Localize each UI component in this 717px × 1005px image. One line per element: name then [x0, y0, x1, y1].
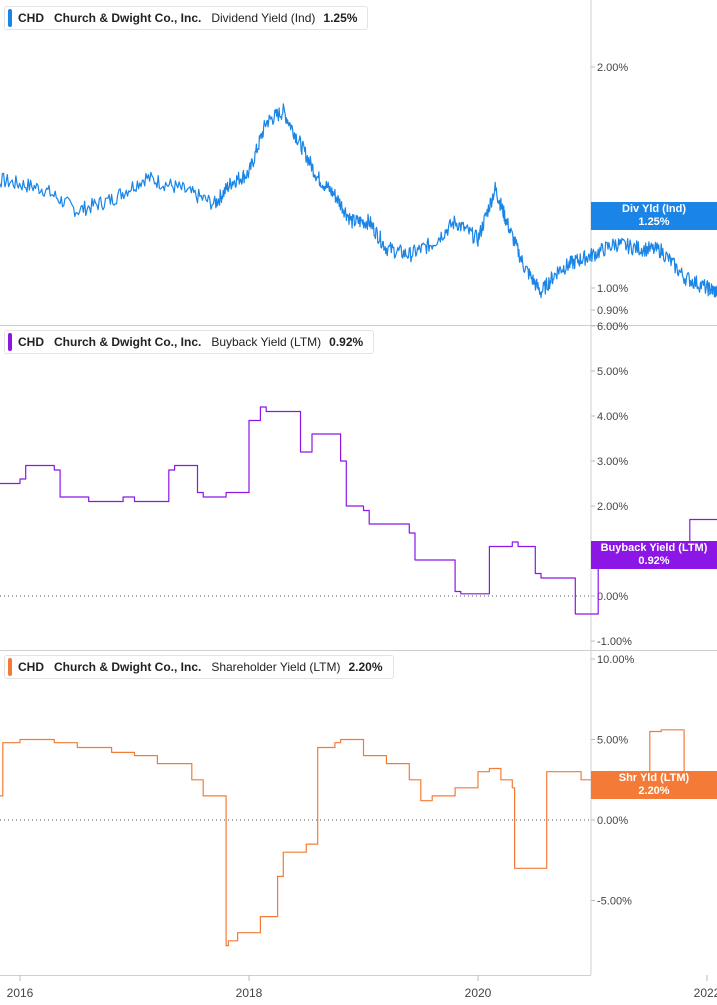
legend-value: 1.25%	[323, 11, 358, 25]
legend-company: Church & Dwight Co., Inc.	[54, 11, 202, 25]
y-tick-label: 0.90%	[597, 305, 628, 317]
flag-value: 1.25%	[638, 216, 670, 228]
y-tick-label: 0.00%	[597, 591, 628, 603]
flag-label: Buyback Yield (LTM)	[600, 542, 708, 554]
y-tick-label: 2.00%	[597, 501, 628, 513]
y-tick-label: 0.00%	[597, 815, 628, 827]
series-color-marker	[8, 9, 12, 27]
legend-dividend-yield[interactable]: CHD Church & Dwight Co., Inc. Dividend Y…	[4, 6, 369, 30]
x-tick-label: 2022	[694, 986, 717, 1000]
series-color-marker	[8, 333, 12, 351]
series-line-3	[0, 729, 717, 947]
flag-label: Div Yld (Ind)	[622, 203, 686, 215]
current-value-flag-shareholder: Shr Yld (LTM) 2.20%	[591, 771, 717, 799]
series-line-2	[0, 406, 717, 615]
series-line-1	[0, 103, 717, 299]
legend-buyback-yield[interactable]: CHD Church & Dwight Co., Inc. Buyback Yi…	[4, 330, 375, 354]
x-tick-label: 2016	[7, 986, 34, 1000]
legend-metric: Shareholder Yield (LTM)	[211, 660, 341, 674]
flag-value: 2.20%	[638, 785, 670, 797]
legend-company: Church & Dwight Co., Inc.	[54, 660, 202, 674]
current-value-flag-buyback: Buyback Yield (LTM) 0.92%	[591, 541, 717, 569]
legend-ticker: CHD	[18, 11, 44, 25]
y-tick-label: 3.00%	[597, 456, 628, 468]
x-tick-label: 2020	[465, 986, 492, 1000]
y-tick-label: 4.00%	[597, 411, 628, 423]
y-tick-label: 10.00%	[597, 654, 635, 666]
series-color-marker	[8, 658, 12, 676]
flag-label: Shr Yld (LTM)	[618, 772, 690, 784]
y-tick-label: -5.00%	[597, 896, 632, 908]
legend-ticker: CHD	[18, 335, 44, 349]
flag-value: 0.92%	[638, 555, 670, 567]
legend-ticker: CHD	[18, 660, 44, 674]
legend-value: 0.92%	[329, 335, 364, 349]
current-value-flag-dividend: Div Yld (Ind) 1.25%	[591, 202, 717, 230]
y-tick-label: 5.00%	[597, 366, 628, 378]
legend-company: Church & Dwight Co., Inc.	[54, 335, 202, 349]
legend-metric: Dividend Yield (Ind)	[211, 11, 316, 25]
y-tick-label: 2.00%	[597, 62, 628, 74]
y-tick-label: -1.00%	[597, 636, 632, 648]
y-tick-label: 6.00%	[597, 321, 628, 333]
legend-metric: Buyback Yield (LTM)	[211, 335, 322, 349]
y-tick-label: 5.00%	[597, 735, 628, 747]
legend-shareholder-yield[interactable]: CHD Church & Dwight Co., Inc. Shareholde…	[4, 655, 394, 679]
x-tick-label: 2018	[236, 986, 263, 1000]
legend-value: 2.20%	[348, 660, 383, 674]
y-tick-label: 1.00%	[597, 283, 628, 295]
